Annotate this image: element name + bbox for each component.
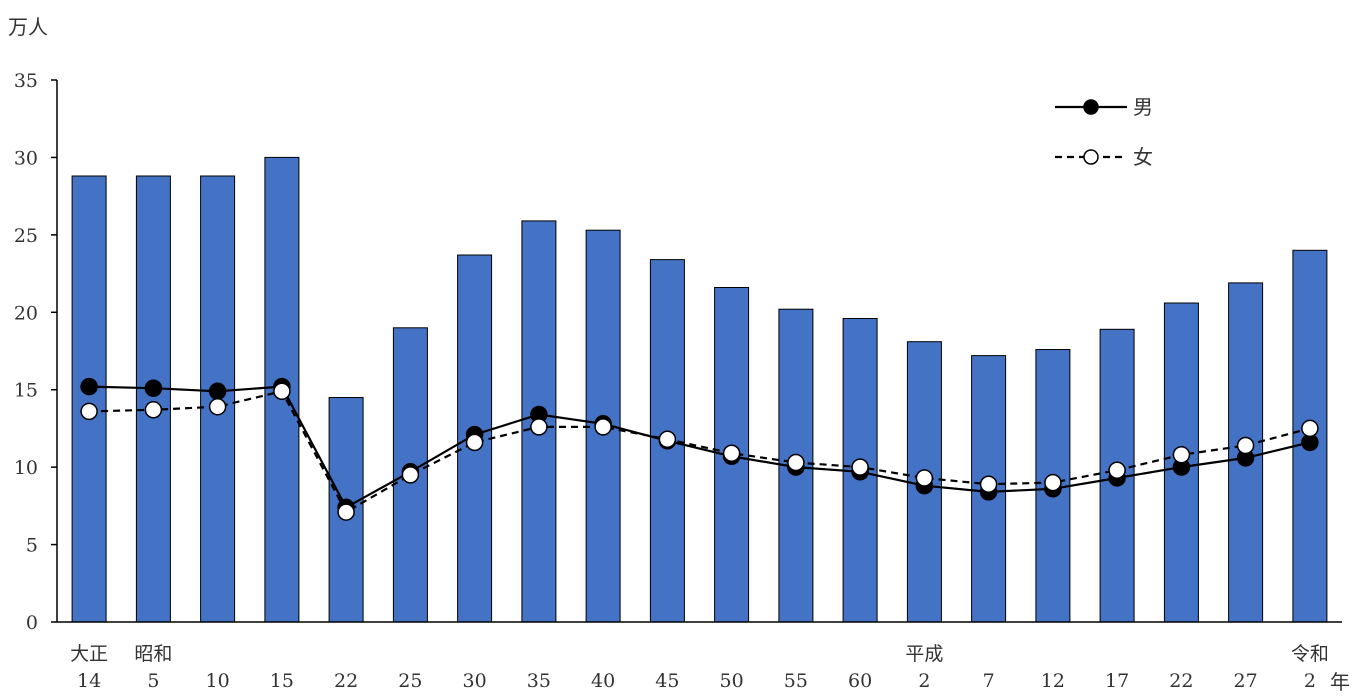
series-1-point-19 xyxy=(1301,419,1319,438)
y-tick-label-1: 5 xyxy=(26,535,38,557)
x-era-label-19: 令和 xyxy=(1291,643,1329,665)
x-era-label-13: 平成 xyxy=(905,643,943,665)
series-1-point-16 xyxy=(1108,461,1126,479)
axes-layer xyxy=(51,79,1342,623)
series-0-point-2 xyxy=(208,382,227,401)
series-1-point-7 xyxy=(530,418,548,436)
series-1-point-11 xyxy=(787,453,805,472)
y-tick-label-2: 10 xyxy=(14,457,38,479)
x-tick-label-5: 25 xyxy=(398,670,422,692)
x-tick-label-6: 30 xyxy=(463,670,487,692)
series-line-1 xyxy=(89,390,1311,514)
series-0-point-1 xyxy=(144,379,163,397)
series-1-point-9 xyxy=(658,430,677,449)
series-1-point-14 xyxy=(979,475,998,493)
x-tick-label-18: 27 xyxy=(1234,670,1258,692)
x-tick-label-3: 15 xyxy=(270,670,294,692)
x-tick-label-12: 60 xyxy=(848,670,872,692)
x-tick-label-17: 22 xyxy=(1169,670,1193,692)
x-tick-label-7: 35 xyxy=(527,670,551,692)
legend: 男女 xyxy=(1055,95,1153,169)
legend-label-1: 女 xyxy=(1133,145,1153,169)
legend-marker-1 xyxy=(1083,149,1099,165)
x-tick-label-11: 55 xyxy=(784,670,808,692)
series-1-point-13 xyxy=(915,469,934,487)
y-tick-label-6: 30 xyxy=(14,147,38,169)
x-tick-label-19: 2 xyxy=(1304,670,1316,692)
series-1-point-12 xyxy=(851,458,869,476)
series-1-point-1 xyxy=(144,401,163,419)
legend-marker-0 xyxy=(1083,99,1099,115)
x-tick-label-0: 14 xyxy=(77,670,101,692)
x-tick-label-10: 50 xyxy=(720,670,744,692)
bar-0 xyxy=(71,175,107,623)
x-tick-label-14: 7 xyxy=(983,670,995,692)
x-tick-label-16: 17 xyxy=(1105,670,1129,692)
bar-15 xyxy=(1035,349,1071,623)
x-tick-label-4: 22 xyxy=(334,670,358,692)
x-tick-label-9: 45 xyxy=(655,670,679,692)
series-1-point-5 xyxy=(401,466,420,484)
series-1-point-8 xyxy=(594,418,612,436)
legend-label-0: 男 xyxy=(1133,95,1153,119)
y-tick-label-5: 25 xyxy=(14,225,38,247)
x-tick-label-8: 40 xyxy=(591,670,615,692)
x-tick-label-15: 12 xyxy=(1041,670,1065,692)
series-1-point-0 xyxy=(80,402,98,421)
series-1-point-6 xyxy=(465,433,484,452)
series-1-point-2 xyxy=(208,397,227,416)
x-unit-label: 年 xyxy=(1330,670,1350,694)
y-tick-label-3: 15 xyxy=(14,380,38,402)
x-tick-label-2: 10 xyxy=(206,670,230,692)
series-0-point-0 xyxy=(80,377,98,396)
x-tick-label-13: 2 xyxy=(918,670,930,692)
x-era-label-1: 昭和 xyxy=(134,643,172,665)
series-1-point-15 xyxy=(1044,473,1062,492)
series-1-point-3 xyxy=(273,382,291,401)
bar-1 xyxy=(135,175,171,623)
series-1-point-10 xyxy=(722,444,741,462)
series-1-point-4 xyxy=(337,503,355,521)
y-tick-label-7: 35 xyxy=(14,70,38,92)
y-unit-label: 万人 xyxy=(8,15,48,39)
series-1-point-17 xyxy=(1172,446,1191,464)
bars-layer xyxy=(71,156,1328,623)
x-era-label-0: 大正 xyxy=(70,643,108,665)
x-tick-label-1: 5 xyxy=(147,670,159,692)
y-tick-label-4: 20 xyxy=(14,302,38,324)
series-1-point-18 xyxy=(1236,436,1255,455)
series-line-0 xyxy=(89,385,1311,509)
y-tick-label-0: 0 xyxy=(26,612,38,634)
lines-layer xyxy=(80,377,1319,521)
